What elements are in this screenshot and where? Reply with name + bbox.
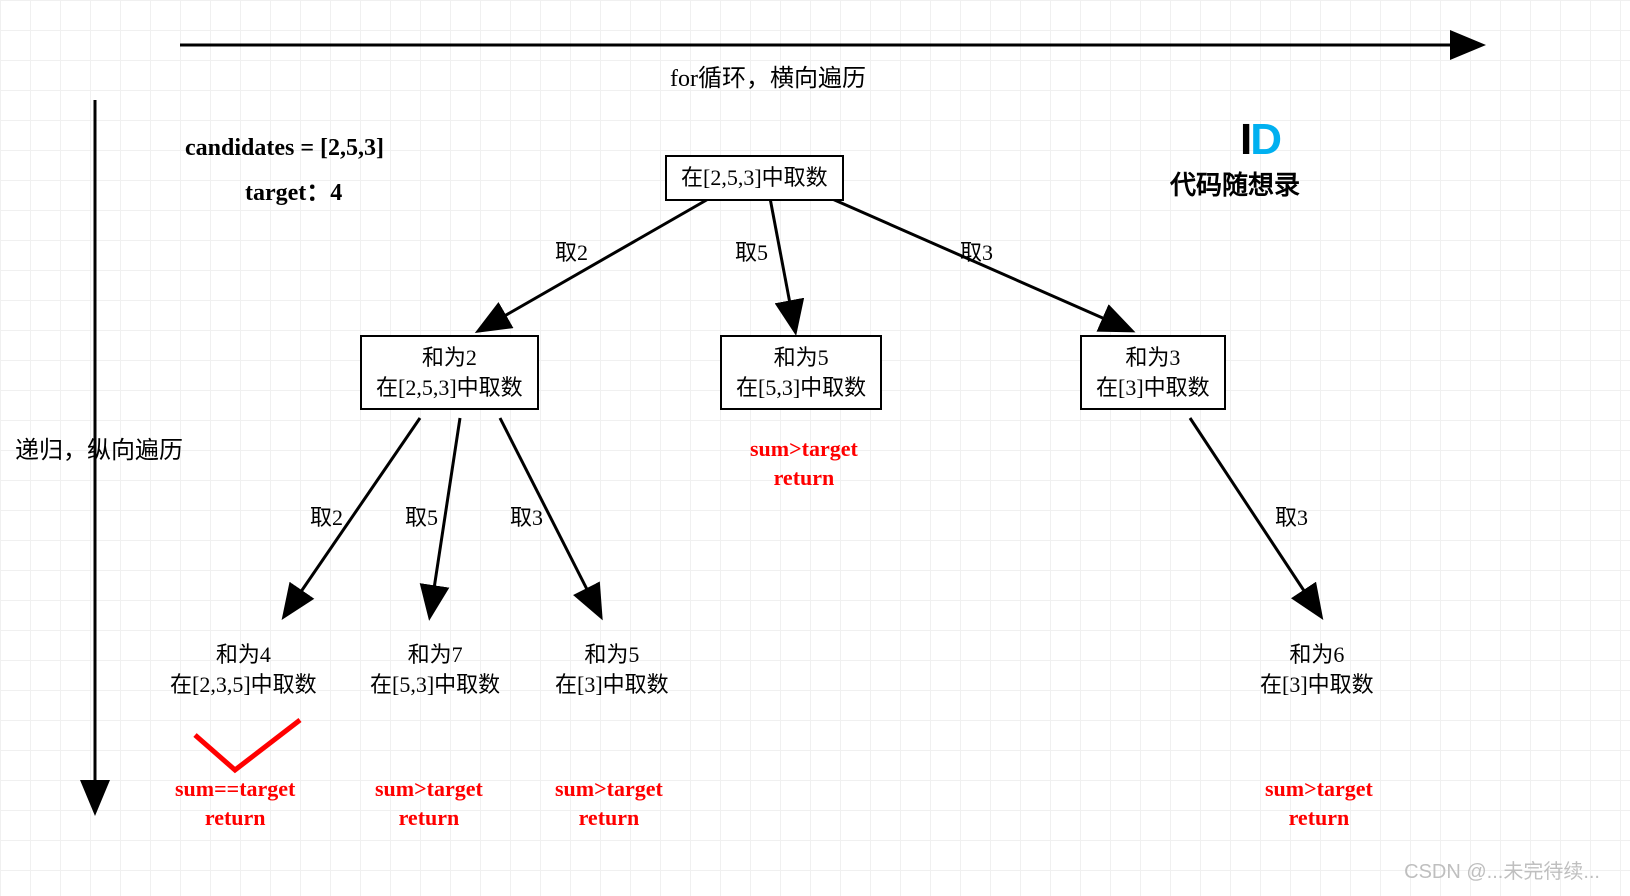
node-L2c-line1: 和为5 <box>555 640 669 670</box>
node-L1a-line1: 和为2 <box>376 343 523 373</box>
edge-L1a-take5: 取5 <box>405 500 438 532</box>
node-L2d-line1: 和为6 <box>1260 640 1374 670</box>
result-L2c-l1: sum>target <box>555 775 663 804</box>
result-L2d-l2: return <box>1265 804 1373 833</box>
edge-L1a-take2: 取2 <box>310 500 343 532</box>
node-L2c-line2: 在[3]中取数 <box>555 670 669 700</box>
node-L1a: 和为2 在[2,5,3]中取数 <box>360 335 539 410</box>
result-L1b-l1: sum>target <box>750 435 858 464</box>
node-L1a-line2: 在[2,5,3]中取数 <box>376 373 523 403</box>
watermark: CSDN @...未完待续... <box>1404 855 1600 884</box>
node-L2a-line1: 和为4 <box>170 640 317 670</box>
node-L2d: 和为6 在[3]中取数 <box>1260 640 1374 699</box>
node-L2b-line1: 和为7 <box>370 640 500 670</box>
node-root: 在[2,5,3]中取数 <box>665 155 844 201</box>
edge-root-take5: 取5 <box>735 235 768 267</box>
node-L2a: 和为4 在[2,3,5]中取数 <box>170 640 317 699</box>
result-L2d-l1: sum>target <box>1265 775 1373 804</box>
node-L1c: 和为3 在[3]中取数 <box>1080 335 1226 410</box>
node-L2c: 和为5 在[3]中取数 <box>555 640 669 699</box>
result-L2c-l2: return <box>555 804 663 833</box>
node-L1c-line2: 在[3]中取数 <box>1096 373 1210 403</box>
result-L2a-l1: sum==target <box>175 775 295 804</box>
result-L1b: sum>target return <box>750 435 858 492</box>
node-L1b-line2: 在[5,3]中取数 <box>736 373 866 403</box>
edge-L1c-take3: 取3 <box>1275 500 1308 532</box>
result-L2b-l2: return <box>375 804 483 833</box>
result-L2a-l2: return <box>175 804 295 833</box>
edge-root-take3: 取3 <box>960 235 993 267</box>
result-L2a: sum==target return <box>175 775 295 832</box>
node-L1c-line1: 和为3 <box>1096 343 1210 373</box>
edge-root-take2: 取2 <box>555 235 588 267</box>
node-L2b: 和为7 在[5,3]中取数 <box>370 640 500 699</box>
top-axis-label: for循环，横向遍历 <box>670 58 866 93</box>
node-L1b-line1: 和为5 <box>736 343 866 373</box>
node-L2b-line2: 在[5,3]中取数 <box>370 670 500 700</box>
edge-L1a-take3: 取3 <box>510 500 543 532</box>
result-L2b-l1: sum>target <box>375 775 483 804</box>
logo-text: 代码随想录 <box>1170 165 1300 202</box>
result-L2c: sum>target return <box>555 775 663 832</box>
side-axis-label: 递归，纵向遍历 <box>15 430 183 465</box>
result-L2b: sum>target return <box>375 775 483 832</box>
target-label: target：4 <box>245 172 342 207</box>
logo-d: ID <box>1240 115 1280 165</box>
candidates-label: candidates = [2,5,3] <box>185 135 384 162</box>
result-L2d: sum>target return <box>1265 775 1373 832</box>
node-L1b: 和为5 在[5,3]中取数 <box>720 335 882 410</box>
node-L2a-line2: 在[2,3,5]中取数 <box>170 670 317 700</box>
result-L1b-l2: return <box>750 464 858 493</box>
node-L2d-line2: 在[3]中取数 <box>1260 670 1374 700</box>
